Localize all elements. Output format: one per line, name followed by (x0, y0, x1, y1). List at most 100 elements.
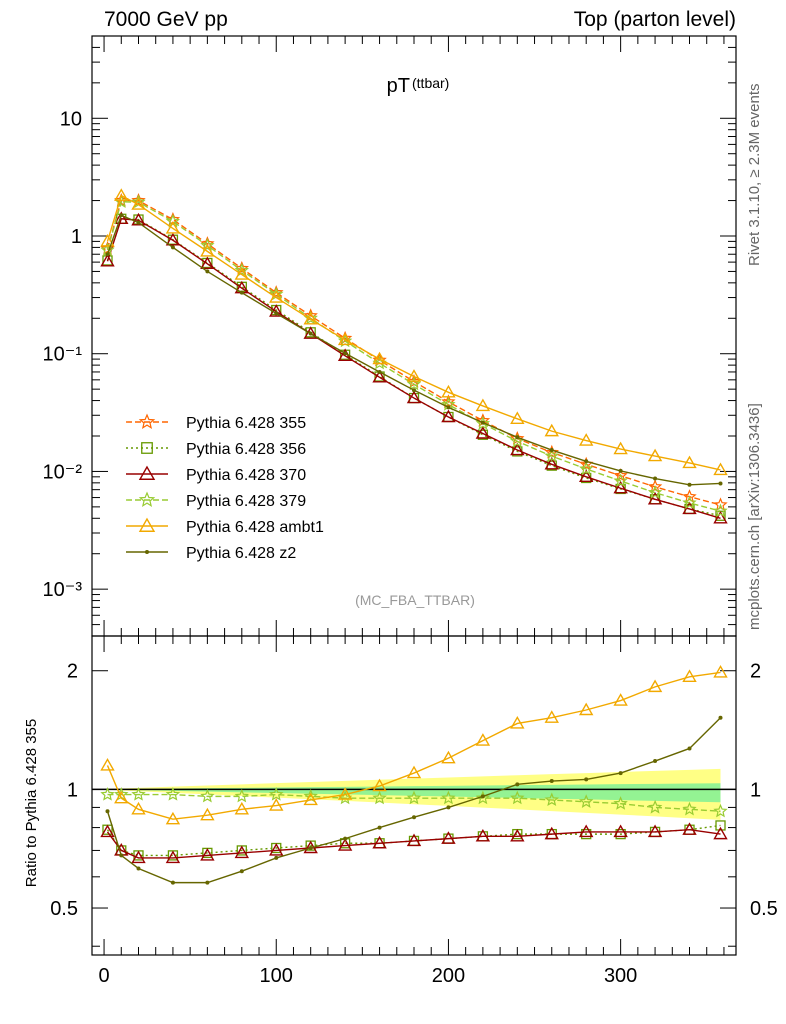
data-point (239, 869, 244, 874)
legend-label: Pythia 6.428 z2 (186, 545, 296, 562)
main-y-tick-label: 10 (60, 108, 82, 130)
data-point (406, 765, 422, 779)
main-panel-series (100, 188, 728, 524)
main-y-tick-label: 1 (71, 226, 82, 248)
data-point (613, 468, 628, 482)
data-point (618, 771, 623, 776)
data-point (303, 326, 318, 339)
ratio-y-tick-label-right: 2 (750, 661, 761, 683)
data-point (234, 801, 250, 815)
main-series-pythia-6-428-355 (100, 193, 728, 511)
data-point (441, 384, 456, 398)
data-point (578, 433, 594, 446)
data-point (372, 351, 387, 365)
data-point (372, 369, 387, 383)
data-point (337, 838, 353, 851)
data-point (138, 491, 156, 507)
data-point (613, 824, 628, 838)
data-point (613, 473, 628, 488)
main-y-tick-label: 10⁻² (43, 461, 83, 483)
data-point (544, 792, 560, 807)
series-line (107, 793, 721, 812)
data-point (713, 503, 728, 518)
legend-label: Pythia 6.428 356 (186, 441, 306, 458)
main-panel-ticks: 10 1 10⁻¹ 10⁻² 10⁻³ (43, 35, 736, 637)
data-point (100, 824, 115, 838)
analysis-label: (MC_FBA_TTBAR) (355, 592, 475, 608)
series-line (106, 214, 721, 486)
data-point (105, 252, 110, 257)
data-point (578, 824, 594, 838)
data-point (510, 411, 525, 424)
series-line (106, 199, 721, 506)
data-point (510, 828, 525, 842)
data-point (145, 550, 149, 554)
data-point (584, 777, 589, 782)
data-point (377, 369, 382, 374)
data-point (234, 267, 250, 280)
legend-item: Pythia 6.428 370 (126, 465, 306, 484)
data-point (131, 787, 146, 801)
data-point (372, 790, 387, 805)
series-line (106, 201, 721, 512)
data-point (475, 828, 491, 842)
data-point (682, 801, 697, 816)
data-point (653, 759, 658, 764)
data-point (234, 262, 249, 277)
data-point (446, 805, 451, 810)
data-point (205, 269, 210, 274)
data-point (268, 787, 284, 801)
main-y-tick-label: 10⁻¹ (43, 344, 83, 366)
data-point (406, 790, 422, 805)
data-point (715, 820, 726, 831)
data-point (239, 290, 244, 295)
data-point (114, 211, 129, 224)
data-point (544, 444, 560, 459)
data-point (475, 733, 491, 746)
legend-label: Pythia 6.428 379 (186, 493, 306, 510)
data-point (647, 799, 663, 814)
data-point (613, 796, 628, 810)
data-point (682, 669, 697, 683)
data-point (269, 843, 284, 856)
main-series-pythia-6-428-370 (100, 211, 728, 524)
data-point (480, 794, 485, 799)
data-point (579, 461, 594, 476)
data-point (165, 221, 181, 234)
legend: Pythia 6.428 355 Pythia 6.428 356 Pythia 6… (126, 413, 324, 562)
ratio-panel-ticks: 2 2 1 1 0.5 0.5 0 100 200 300 (50, 636, 778, 987)
data-point (613, 693, 628, 706)
header-left-label: 7000 GeV pp (104, 8, 228, 31)
data-point (372, 835, 387, 849)
data-point (100, 787, 115, 801)
main-series-pythia-6-428-ambt1 (100, 188, 728, 476)
data-point (100, 233, 115, 247)
data-point (377, 825, 382, 830)
data-point (165, 787, 181, 801)
plot-title-sub: (ttbar) (412, 75, 449, 91)
data-point (441, 790, 456, 805)
data-point (713, 803, 728, 818)
data-point (412, 815, 416, 820)
data-point (234, 845, 250, 859)
data-point (441, 831, 456, 844)
data-point (119, 213, 124, 218)
ratio-y-tick-label-left: 0.5 (50, 898, 78, 920)
data-point (579, 794, 594, 808)
data-point (200, 256, 215, 270)
series-line (106, 671, 721, 820)
ratio-series-pythia-6-428-ambt1 (100, 665, 728, 825)
data-point (337, 332, 353, 346)
data-point (303, 311, 318, 325)
data-point (687, 746, 692, 751)
data-point (713, 462, 728, 476)
data-point (475, 398, 491, 412)
data-point (406, 833, 422, 847)
data-point (544, 423, 559, 437)
legend-label: Pythia 6.428 ambt1 (186, 519, 324, 536)
data-point (274, 855, 279, 860)
data-point (647, 491, 663, 505)
data-point (475, 416, 491, 430)
legend-item: Pythia 6.428 355 (126, 413, 306, 432)
data-point (131, 193, 146, 207)
